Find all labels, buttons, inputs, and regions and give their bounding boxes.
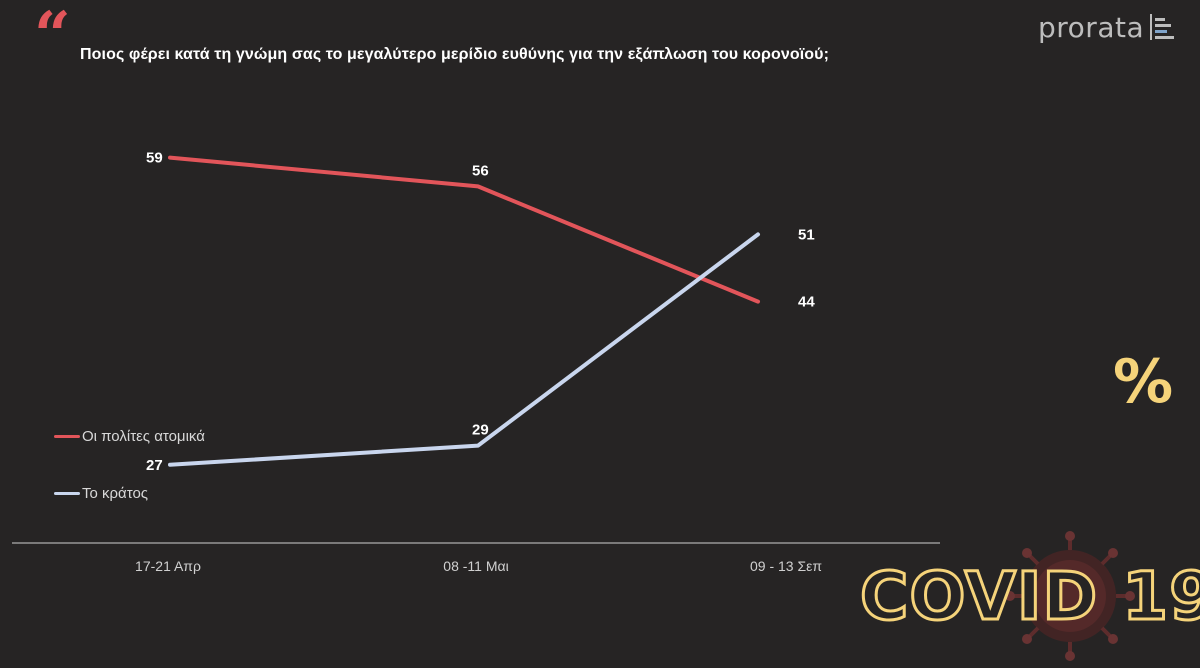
x-tick-layer: 17-21 Απρ 08 -11 Μαι 09 - 13 Σεπ [135, 558, 822, 574]
brand-logo: prorata [1038, 10, 1176, 44]
stacked-bars-icon [1150, 14, 1175, 40]
chart-title: Ποιος φέρει κατά τη γνώμη σας το μεγαλύτ… [80, 46, 830, 63]
data-label-citizens-0: 59 [146, 150, 163, 167]
brand-name: prorata [1038, 10, 1145, 44]
legend-label-citizens: Οι πολίτες ατομικά [82, 428, 205, 445]
legend-swatch-state [54, 492, 80, 495]
legend-swatch-citizens [54, 435, 80, 438]
series-line-citizens [168, 155, 760, 304]
series-line-state [168, 232, 760, 467]
data-label-citizens-2: 44 [798, 294, 815, 311]
percent-icon: % [1113, 347, 1174, 417]
x-tick-label-0: 17-21 Απρ [135, 558, 201, 574]
x-tick-label-1: 08 -11 Μαι [443, 558, 508, 574]
series-layer [168, 155, 760, 467]
covid-badge: COVID 19 [848, 530, 1200, 662]
covid-badge-text: COVID 19 [858, 557, 1200, 637]
data-label-state-1: 29 [472, 422, 489, 439]
data-label-state-2: 51 [798, 226, 815, 243]
data-label-citizens-1: 56 [472, 162, 489, 179]
legend-item-state: Το κράτος [54, 485, 148, 502]
data-label-layer: 59 56 44 27 29 51 [146, 150, 815, 474]
coronavirus-icon [1005, 531, 1135, 661]
quote-mark-icon: “ [34, 0, 71, 73]
x-tick-label-2: 09 - 13 Σεπ [750, 558, 822, 574]
legend-item-citizens: Οι πολίτες ατομικά [54, 428, 205, 445]
legend-label-state: Το κράτος [82, 485, 149, 502]
data-label-state-0: 27 [146, 457, 163, 474]
